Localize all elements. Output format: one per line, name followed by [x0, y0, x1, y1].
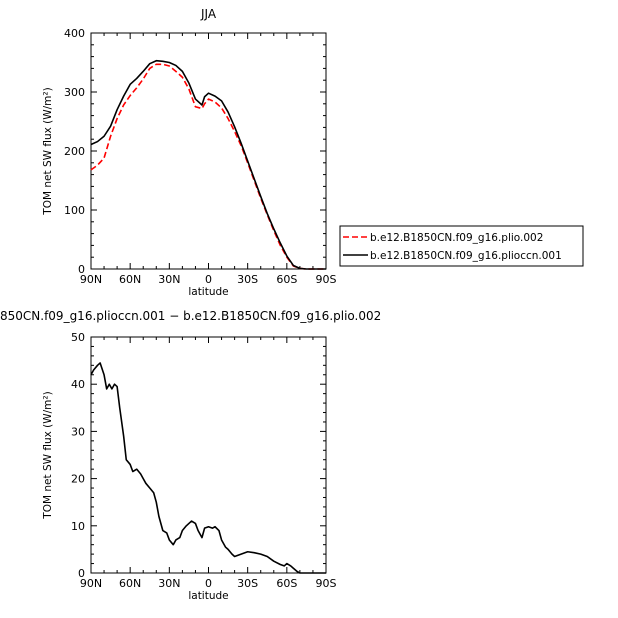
bottom-x-tick-label: 30N	[158, 577, 180, 590]
top-x-tick-label: 30S	[237, 273, 258, 286]
top-series-line-plioccn	[90, 59, 326, 270]
legend	[339, 225, 584, 267]
top-x-tick-label: 30N	[158, 273, 180, 286]
top-x-tick-label: 60S	[276, 273, 297, 286]
bottom-series-line-plioccn	[90, 362, 326, 574]
top-chart-title: JJA	[200, 7, 217, 21]
bottom-y-tick-label: 0	[78, 567, 85, 580]
bottom-x-axis-label: latitude	[188, 590, 228, 602]
top-y-tick-label: 100	[64, 204, 85, 217]
bottom-y-tick-label: 40	[71, 378, 85, 391]
bottom-y-tick-label: 20	[71, 473, 85, 486]
legend-entry-0: b.e12.B1850CN.f09_g16.plio.002	[370, 232, 543, 244]
bottom-y-tick-label: 50	[71, 331, 85, 344]
bottom-x-tick-label: 60N	[119, 577, 141, 590]
top-plot-frame	[90, 32, 327, 270]
bottom-x-tick-label: 90S	[316, 577, 337, 590]
bottom-y-tick-label: 10	[71, 520, 85, 533]
top-y-tick-label: 400	[64, 27, 85, 40]
bottom-x-tick-label: 90N	[80, 577, 102, 590]
legend-entry-1: b.e12.B1850CN.f09_g16.plioccn.001	[370, 250, 562, 262]
top-series-line-plio	[90, 63, 326, 270]
top-x-tick-label: 90N	[80, 273, 102, 286]
bottom-chart-title: 850CN.f09_g16.plioccn.001 − b.e12.B1850C…	[0, 309, 381, 323]
top-chart-panel	[90, 32, 327, 270]
top-x-tick-label: 60N	[119, 273, 141, 286]
bottom-x-tick-label: 0	[205, 577, 212, 590]
top-y-tick-label: 300	[64, 86, 85, 99]
bottom-x-tick-label: 60S	[276, 577, 297, 590]
bottom-y-axis-label: TOM net SW flux (W/m²)	[42, 391, 54, 519]
bottom-y-tick-label: 30	[71, 425, 85, 438]
bottom-x-tick-label: 30S	[237, 577, 258, 590]
bottom-chart-panel	[90, 336, 327, 574]
top-x-axis-label: latitude	[188, 286, 228, 298]
top-y-axis-label: TOM net SW flux (W/m²)	[42, 87, 54, 215]
top-x-tick-label: 90S	[316, 273, 337, 286]
top-y-tick-label: 200	[64, 145, 85, 158]
legend-box	[339, 225, 584, 267]
top-x-tick-label: 0	[205, 273, 212, 286]
top-y-tick-label: 0	[78, 263, 85, 276]
